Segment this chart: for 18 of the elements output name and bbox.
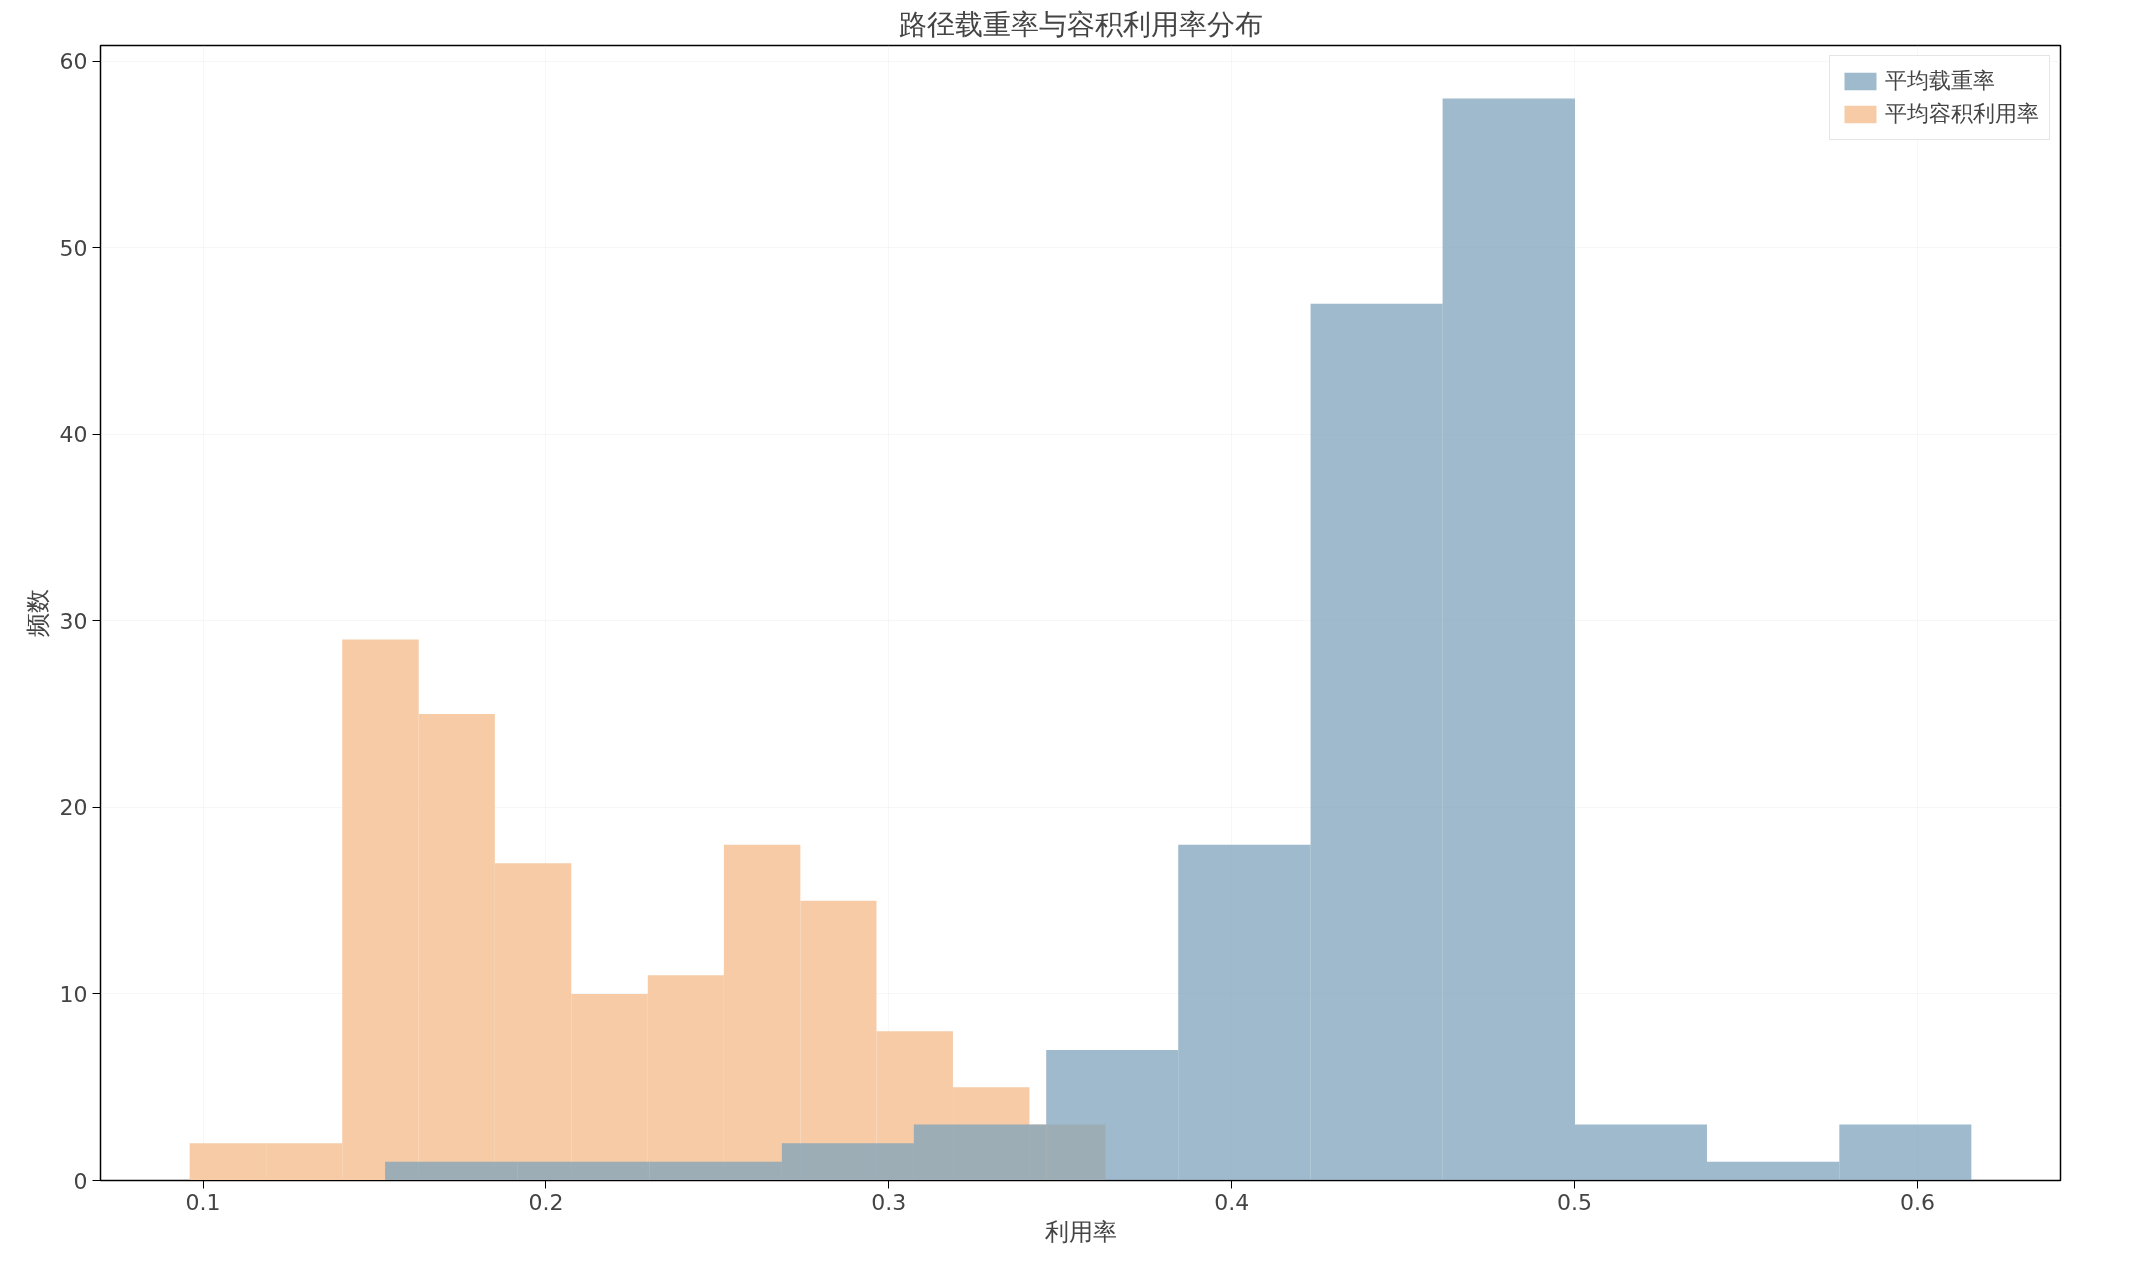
legend-label: 平均容积利用率: [1885, 100, 2039, 128]
x-axis-title: 利用率: [1044, 1217, 1117, 1246]
x-tick-label: 0.3: [871, 1189, 907, 1215]
y-tick-label: 20: [59, 795, 88, 821]
legend-label: 平均载重率: [1885, 67, 1995, 95]
chart-title: 路径载重率与容积利用率分布: [898, 7, 1263, 41]
y-tick-label: 40: [59, 422, 88, 448]
x-tick-label: 0.1: [185, 1189, 221, 1215]
x-tick-label: 0.4: [1214, 1189, 1250, 1215]
y-tick-label: 0: [73, 1168, 88, 1194]
y-tick-label: 60: [59, 49, 88, 75]
y-tick-label: 30: [59, 608, 88, 634]
x-tick-label: 0.6: [1900, 1189, 1936, 1215]
y-tick-label: 10: [59, 981, 88, 1007]
y-tick-label: 50: [59, 235, 88, 261]
x-tick-label: 0.2: [528, 1189, 564, 1215]
y-axis-title: 频数: [23, 589, 52, 637]
x-tick-label: 0.5: [1557, 1189, 1593, 1215]
